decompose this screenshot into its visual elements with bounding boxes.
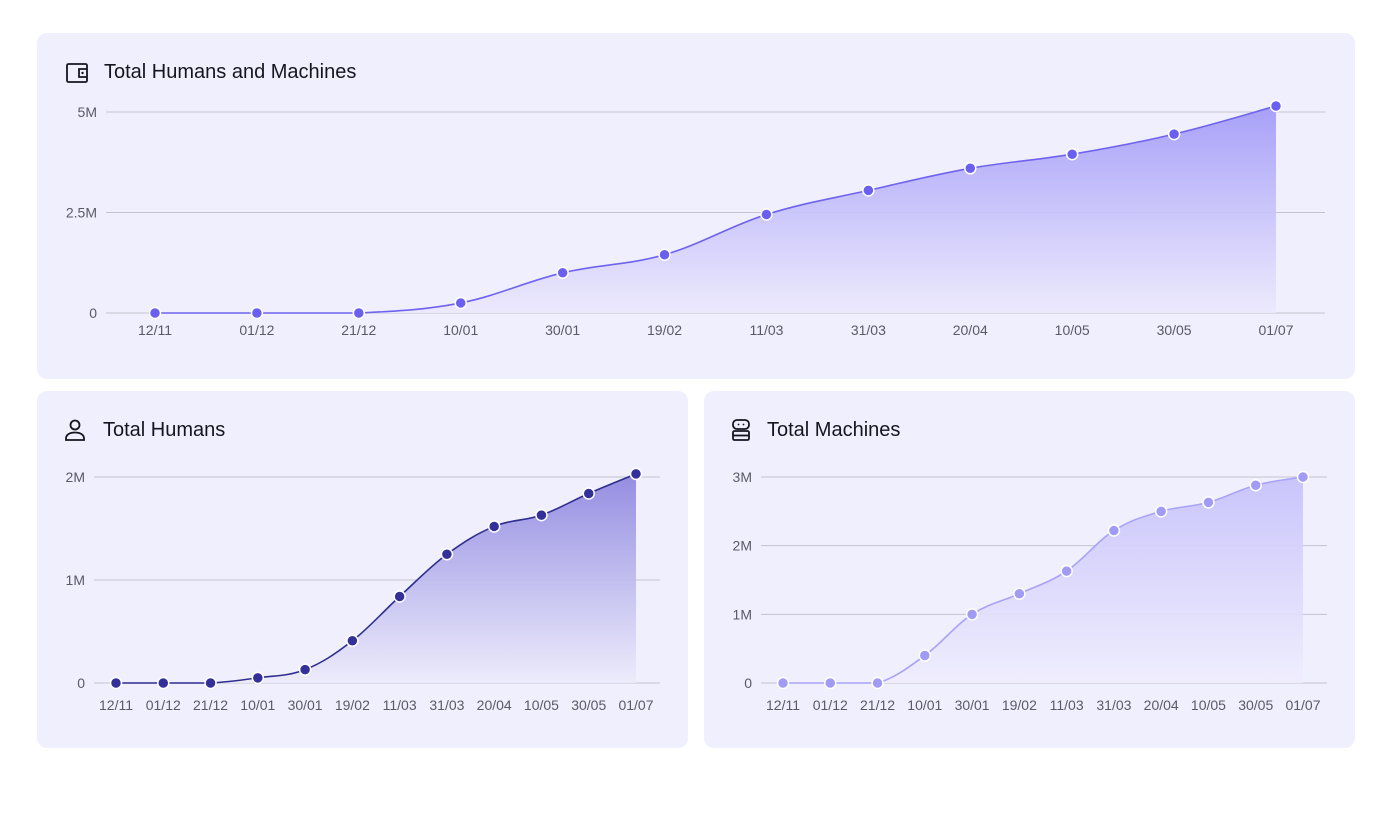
x-tick-label: 21/12: [193, 697, 228, 713]
x-tick-label: 20/04: [1144, 697, 1179, 713]
robot-icon: [728, 417, 754, 443]
x-tick-label: 19/02: [1002, 697, 1037, 713]
data-point[interactable]: [871, 676, 884, 690]
data-point[interactable]: [250, 306, 264, 320]
data-point[interactable]: [862, 184, 875, 197]
data-point[interactable]: [824, 676, 837, 690]
x-tick-label: 11/03: [1050, 697, 1084, 713]
data-point[interactable]: [776, 676, 790, 690]
data-point[interactable]: [535, 508, 548, 522]
x-tick-label: 20/04: [953, 322, 988, 338]
data-point[interactable]: [440, 548, 454, 561]
y-tick-label: 0: [744, 675, 752, 691]
data-point[interactable]: [964, 162, 977, 175]
total-humans-chart: 0 1M 2M 12/11 01/12 21/12 10/01 30/01 19/02 11/03…: [66, 467, 660, 713]
total-machines-chart: 0 1M 2M 3M 12/11 01/12 21/12 10/01 30/01 19/02 11/…: [733, 469, 1327, 713]
data-point[interactable]: [454, 296, 467, 310]
data-point[interactable]: [1154, 505, 1168, 518]
x-tick-label: 19/02: [335, 697, 370, 713]
x-tick-label: 12/11: [99, 697, 133, 713]
data-point[interactable]: [1296, 470, 1310, 484]
data-point[interactable]: [1167, 127, 1181, 141]
x-tick-label: 10/01: [907, 697, 942, 713]
x-tick-label: 10/05: [1055, 322, 1090, 338]
total-machines-card: Total Machines 0 1M 2M 3M 12/11 01/12 21/12 10/…: [704, 391, 1355, 748]
data-point[interactable]: [487, 520, 501, 533]
x-tick-label: 01/07: [618, 697, 653, 713]
x-tick-label: 30/05: [1238, 697, 1273, 713]
x-tick-label: 31/03: [851, 322, 886, 338]
x-tick-label: 11/03: [749, 322, 783, 338]
data-point[interactable]: [918, 649, 932, 662]
series-line: [155, 105, 1277, 314]
y-tick-label: 2M: [733, 538, 752, 554]
series-area: [155, 105, 1276, 313]
x-tick-label: 10/05: [1191, 697, 1226, 713]
data-point[interactable]: [760, 208, 773, 221]
x-tick-label: 30/01: [545, 322, 580, 338]
data-point[interactable]: [1065, 147, 1079, 161]
data-point[interactable]: [629, 467, 643, 481]
data-point[interactable]: [1060, 564, 1073, 578]
data-point[interactable]: [352, 306, 366, 320]
user-icon: [62, 417, 88, 443]
y-tick-label: 5M: [78, 104, 97, 120]
x-tick-label: 01/07: [1258, 322, 1293, 338]
data-point[interactable]: [346, 634, 359, 648]
data-point[interactable]: [298, 663, 312, 676]
x-tick-label: 30/01: [955, 697, 990, 713]
y-tick-label: 2.5M: [66, 205, 97, 221]
card-title: Total Machines: [767, 419, 901, 441]
x-tick-label: 10/01: [443, 322, 478, 338]
x-tick-label: 10/05: [524, 697, 559, 713]
x-tick-label: 31/03: [1096, 697, 1131, 713]
x-tick-label: 01/12: [146, 697, 181, 713]
x-tick-label: 11/03: [383, 697, 417, 713]
data-point[interactable]: [1107, 524, 1121, 537]
data-point[interactable]: [1202, 496, 1215, 509]
x-tick-label: 10/01: [240, 697, 275, 713]
total-humans-card: Total Humans 0 1M 2M 12/11 01/12 21/12 10/01 30…: [37, 391, 688, 748]
y-tick-label: 0: [77, 675, 85, 691]
data-point[interactable]: [157, 676, 170, 690]
data-point[interactable]: [1249, 478, 1262, 492]
data-point[interactable]: [582, 487, 595, 500]
x-tick-label: 01/07: [1285, 697, 1320, 713]
data-point[interactable]: [965, 608, 979, 621]
y-tick-label: 1M: [66, 572, 85, 588]
x-tick-label: 12/11: [138, 322, 172, 338]
series-area: [116, 473, 636, 683]
data-point[interactable]: [251, 671, 265, 685]
x-tick-label: 01/12: [813, 697, 848, 713]
data-point[interactable]: [1013, 587, 1026, 600]
y-tick-label: 2M: [66, 469, 85, 485]
x-tick-label: 30/05: [571, 697, 606, 713]
x-tick-label: 20/04: [477, 697, 512, 713]
data-point[interactable]: [393, 590, 406, 603]
wallet-icon: [64, 60, 90, 86]
y-tick-label: 3M: [733, 469, 752, 485]
y-tick-label: 1M: [733, 606, 752, 622]
card-title: Total Humans and Machines: [104, 61, 357, 83]
x-tick-label: 19/02: [647, 322, 682, 338]
data-point[interactable]: [658, 248, 671, 261]
data-point[interactable]: [204, 676, 217, 690]
data-point[interactable]: [109, 676, 123, 690]
total-humans-machines-chart: 0 2.5M 5M 12/11 01/12 21/12 10/01 30/01 19/02 11/…: [66, 99, 1325, 338]
x-tick-label: 12/11: [766, 697, 800, 713]
x-tick-label: 30/01: [288, 697, 323, 713]
data-point[interactable]: [148, 306, 162, 320]
data-point[interactable]: [556, 266, 569, 280]
total-humans-machines-card: Total Humans and Machines 0 2.5M 5M 12/11 01…: [37, 33, 1355, 379]
x-tick-label: 21/12: [860, 697, 895, 713]
series-area: [783, 477, 1303, 683]
x-tick-label: 31/03: [429, 697, 464, 713]
x-tick-label: 30/05: [1157, 322, 1192, 338]
y-tick-label: 0: [89, 305, 97, 321]
x-tick-label: 01/12: [239, 322, 274, 338]
data-point[interactable]: [1269, 99, 1283, 113]
card-title: Total Humans: [103, 419, 226, 441]
x-tick-label: 21/12: [341, 322, 376, 338]
